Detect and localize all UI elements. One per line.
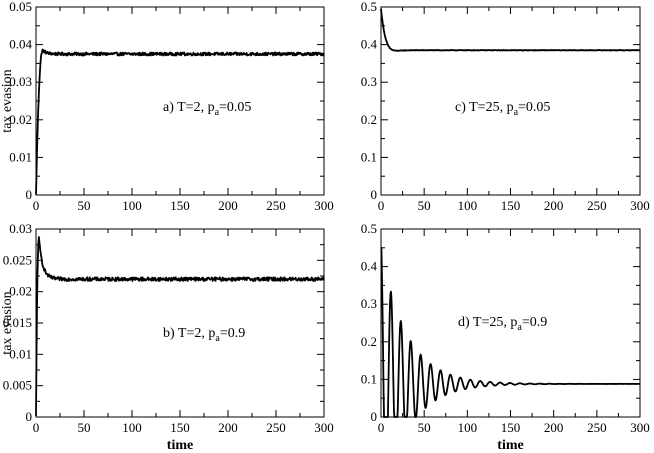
- series-line-tax-evasion: [35, 236, 325, 416]
- y-tick-label: 0.03: [9, 221, 32, 236]
- x-tick-label: 150: [170, 198, 190, 213]
- y-tick-label: 0.3: [361, 74, 377, 89]
- y-tick-label: 0.5: [361, 221, 377, 236]
- x-tick-label: 200: [544, 420, 564, 435]
- y-tick-label: 0.1: [361, 149, 377, 164]
- x-tick-label: 50: [78, 420, 91, 435]
- x-tick-label: 300: [314, 198, 334, 213]
- panel-annotation: c) T=25, pa=0.05: [455, 100, 550, 118]
- annotation-subscript: a: [514, 107, 519, 118]
- x-axis-label: time: [497, 438, 523, 453]
- annotation-tail: =0.9: [522, 315, 547, 330]
- y-tick-label: 0.2: [361, 334, 377, 349]
- y-tick-label: 0.4: [361, 37, 378, 52]
- y-tick-label: 0.01: [9, 149, 32, 164]
- x-tick-label: 250: [266, 198, 286, 213]
- annotation-subscript: a: [517, 322, 522, 333]
- y-tick-label: 0.03: [9, 74, 32, 89]
- x-tick-label: 0: [33, 420, 40, 435]
- x-tick-label: 300: [314, 420, 334, 435]
- annotation-subscript: a: [215, 107, 220, 118]
- x-tick-label: 100: [122, 420, 142, 435]
- x-tick-label: 50: [78, 198, 91, 213]
- x-tick-label: 200: [218, 420, 238, 435]
- y-tick-label: 0.04: [9, 37, 32, 52]
- x-tick-label: 150: [501, 198, 521, 213]
- x-tick-label: 0: [378, 420, 385, 435]
- y-tick-label: 0: [371, 187, 378, 202]
- y-tick-label: 0.3: [361, 296, 377, 311]
- annotation-main: c) T=25, p: [455, 100, 514, 115]
- x-tick-label: 300: [630, 420, 650, 435]
- annotation-main: d) T=25, p: [458, 315, 517, 330]
- x-tick-label: 100: [458, 198, 478, 213]
- x-axis-label: time: [167, 438, 193, 453]
- y-tick-label: 0.5: [361, 0, 377, 14]
- x-tick-label: 200: [544, 198, 564, 213]
- y-tick-label: 0: [26, 187, 33, 202]
- y-tick-label: 0.4: [361, 259, 378, 274]
- y-tick-label: 0.1: [361, 371, 377, 386]
- chart-panel-a: 0 50 100 150 200 250 300 0 0.01 0.02 0.03 0.04 0.05 t…: [0, 0, 334, 213]
- y-axis-label: tax evasion: [0, 69, 15, 132]
- y-tick-label: 0.02: [9, 112, 32, 127]
- series-line-tax-evasion: [380, 8, 641, 52]
- y-tick-label: 0.2: [361, 112, 377, 127]
- annotation-subscript: a: [215, 333, 220, 344]
- x-tick-label: 100: [458, 420, 478, 435]
- y-tick-label: 0: [371, 409, 378, 424]
- x-tick-label: 250: [587, 198, 607, 213]
- panel-annotation: a) T=2, pa=0.05: [163, 100, 251, 118]
- panel-annotation: d) T=25, pa=0.9: [458, 315, 547, 333]
- x-tick-label: 250: [587, 420, 607, 435]
- panel-annotation: b) T=2, pa=0.9: [163, 326, 245, 344]
- chart-panel-d: 0 50 100 150 200 250 300 0 0.1 0.2 0.3 0.4 0.5 time d)…: [361, 221, 650, 453]
- x-tick-label: 50: [418, 198, 431, 213]
- x-tick-label: 300: [630, 198, 650, 213]
- x-tick-label: 200: [218, 198, 238, 213]
- plot-frame: [35, 228, 325, 418]
- annotation-tail: =0.05: [219, 100, 251, 115]
- x-tick-label: 100: [122, 198, 142, 213]
- annotation-main: a) T=2, p: [163, 100, 215, 115]
- annotation-tail: =0.9: [220, 326, 245, 341]
- series-line-tax-evasion: [380, 246, 641, 418]
- chart-panel-b: 0 50 100 150 200 250 300 0 0.005 0.01 0.015 0.02 0.0…: [0, 221, 334, 453]
- y-tick-label: 0.02: [9, 284, 32, 299]
- x-tick-label: 150: [501, 420, 521, 435]
- x-tick-label: 0: [33, 198, 40, 213]
- x-tick-label: 0: [378, 198, 385, 213]
- x-tick-label: 150: [170, 420, 190, 435]
- chart-panel-c: 0 50 100 150 200 250 300 0 0.1 0.2 0.3 0.4 0.5 c) T=2…: [361, 0, 650, 213]
- series-line-tax-evasion: [35, 48, 325, 195]
- y-tick-label: 0: [26, 409, 33, 424]
- y-tick-label: 0.005: [3, 378, 32, 393]
- annotation-main: b) T=2, p: [163, 326, 215, 341]
- y-tick-label: 0.025: [3, 252, 32, 267]
- x-tick-label: 250: [266, 420, 286, 435]
- y-tick-label: 0.015: [3, 315, 32, 330]
- y-axis-label: tax evasion: [0, 291, 15, 354]
- x-tick-label: 50: [418, 420, 431, 435]
- annotation-tail: =0.05: [518, 100, 550, 115]
- y-tick-label: 0.01: [9, 346, 32, 361]
- y-tick-label: 0.05: [9, 0, 32, 14]
